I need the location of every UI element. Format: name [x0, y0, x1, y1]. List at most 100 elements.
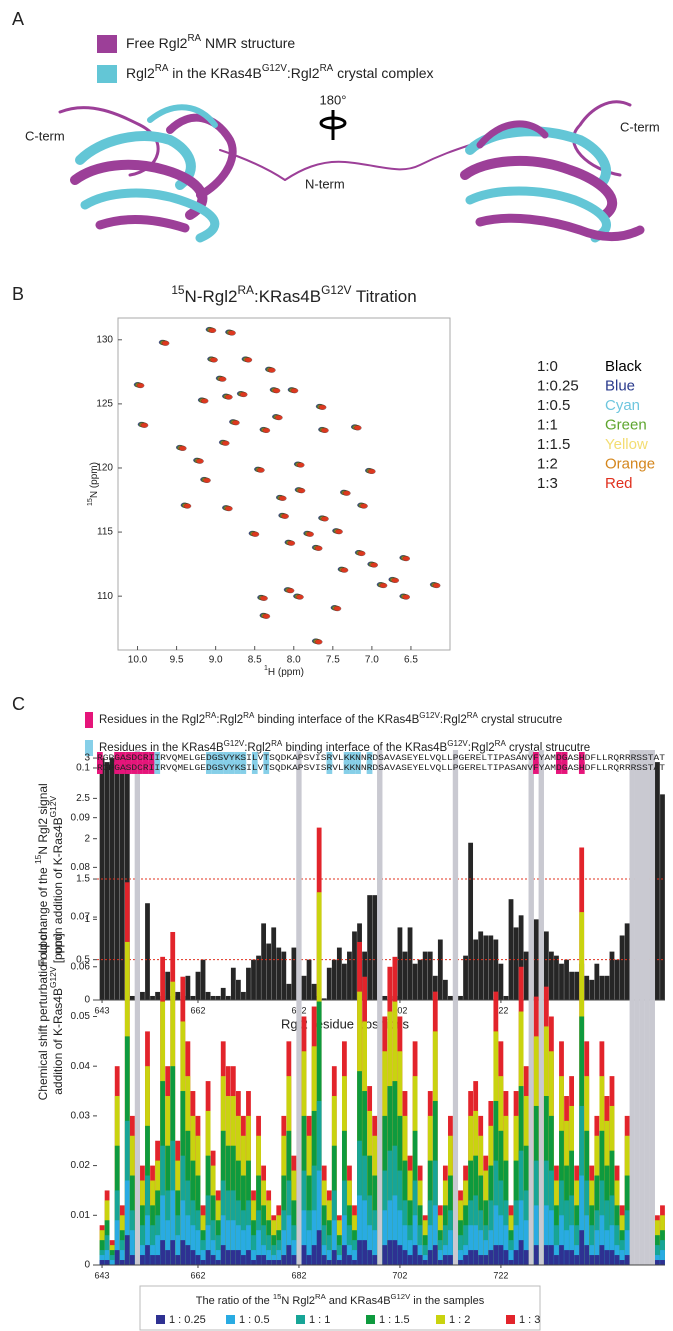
bar [609, 951, 615, 1000]
bar-segment [589, 1245, 595, 1265]
interface-highlight [142, 752, 149, 764]
bar-segment [574, 1255, 580, 1265]
bar [594, 963, 600, 1000]
peak [283, 587, 295, 594]
bar-segment [165, 1220, 171, 1265]
bar-segment [150, 1255, 155, 1265]
legend-label: Free Rgl2RA NMR structure [126, 33, 295, 51]
peak-contour [306, 531, 314, 537]
peak-contour [136, 383, 145, 389]
bar [589, 979, 595, 1000]
bar-segment [185, 1215, 191, 1265]
bar-segment [205, 1225, 211, 1265]
superscript: RA [315, 1292, 327, 1301]
y-tick-label: 0 [84, 995, 90, 1006]
bar-segment [437, 1260, 443, 1265]
bar-segment [488, 1250, 494, 1265]
bar-segment [241, 1230, 246, 1265]
bar-segment [271, 1245, 277, 1265]
peak-contour [232, 420, 240, 426]
interface-highlight [148, 752, 155, 764]
bar-segment [513, 1250, 519, 1265]
peak [248, 530, 260, 537]
y-axis-label: Chemical shift perturbation upon [36, 928, 50, 1101]
interface-highlight [228, 761, 235, 774]
peak [222, 505, 233, 512]
bar-segment [427, 1225, 433, 1265]
sequence: RGPGASDCRIIRVQMELGEDGSVYKSILVTSQDKAPSVIS… [97, 764, 665, 773]
bar-segment [478, 1255, 484, 1265]
interface-highlight [148, 761, 155, 774]
bar-segment [392, 1240, 398, 1265]
x-tick-label: 643 [95, 1005, 110, 1015]
bar-segment [286, 1215, 292, 1265]
interface-highlight [154, 752, 161, 764]
bar-segment [326, 1260, 332, 1265]
bar [124, 758, 130, 1000]
bar-segment [165, 1250, 171, 1265]
missing-residue [134, 763, 140, 1265]
peak [429, 582, 441, 589]
bar-segment [412, 1215, 418, 1265]
bar-segment [549, 1210, 554, 1265]
peak-contour [318, 404, 327, 410]
bar-segment [513, 1225, 519, 1265]
bar-segment [619, 1250, 625, 1265]
legend-ratio: 1:2 [537, 455, 558, 472]
bar-segment [109, 1260, 115, 1265]
peak [287, 387, 299, 394]
y-tick-label: 0.05 [71, 1011, 91, 1022]
bar-segment [281, 1255, 287, 1265]
bar-segment [195, 1230, 201, 1265]
rotation-icon [319, 110, 347, 140]
text-run: and KRas4B [326, 1295, 391, 1307]
interface-highlight [211, 761, 218, 774]
bar [584, 975, 590, 1000]
text-run: Titration [351, 287, 416, 306]
text-run: crystal strucutre [506, 742, 590, 754]
peak-contour [179, 445, 187, 451]
interface-highlight [355, 761, 361, 774]
bar [382, 995, 388, 1000]
x-tick-label: 6.5 [404, 655, 418, 666]
bar-segment [195, 1255, 201, 1265]
bar-segment [458, 1250, 463, 1265]
bar-segment [251, 1260, 256, 1265]
superscript: RA [320, 63, 334, 74]
bar-segment [104, 1260, 110, 1265]
legend-label: 1 : 1 [309, 1314, 330, 1326]
y-tick-label: 2.5 [76, 793, 90, 804]
peak-contour [200, 398, 209, 404]
peak [180, 502, 192, 509]
bar-segment [241, 1255, 246, 1265]
legend-color-name: Blue [605, 377, 635, 394]
bar [251, 959, 256, 1000]
bar-segment [412, 1245, 418, 1265]
peak-contour [203, 477, 211, 483]
peak-contour [297, 488, 306, 494]
x-tick-label: 662 [190, 1270, 205, 1280]
text-run: in the samples [410, 1295, 484, 1307]
peak [269, 387, 281, 394]
bar [175, 991, 181, 1000]
peak [315, 403, 327, 410]
peak [215, 375, 227, 382]
y-tick-label: 0 [84, 1260, 90, 1271]
legend-label: 1 : 1.5 [379, 1314, 410, 1326]
missing-residue [538, 763, 544, 1265]
legend-swatch [366, 1315, 375, 1324]
y-tick-label: 115 [97, 527, 113, 538]
bar-segment [140, 1255, 145, 1265]
bar-segment [301, 1245, 307, 1265]
bar-segment [508, 1260, 514, 1265]
bar-segment [498, 1215, 504, 1265]
bar-segment [175, 1255, 181, 1265]
x-tick-label: 8.0 [287, 655, 301, 666]
superscript: 15 [171, 283, 185, 297]
legend-color-name: Black [605, 358, 642, 375]
text-run: Fold change of the [36, 864, 50, 967]
bar-segment [281, 1230, 287, 1265]
bar-segment [473, 1225, 479, 1265]
text-run: crystal complex [333, 65, 433, 81]
x-axis-label: 1H (ppm) [264, 665, 304, 677]
